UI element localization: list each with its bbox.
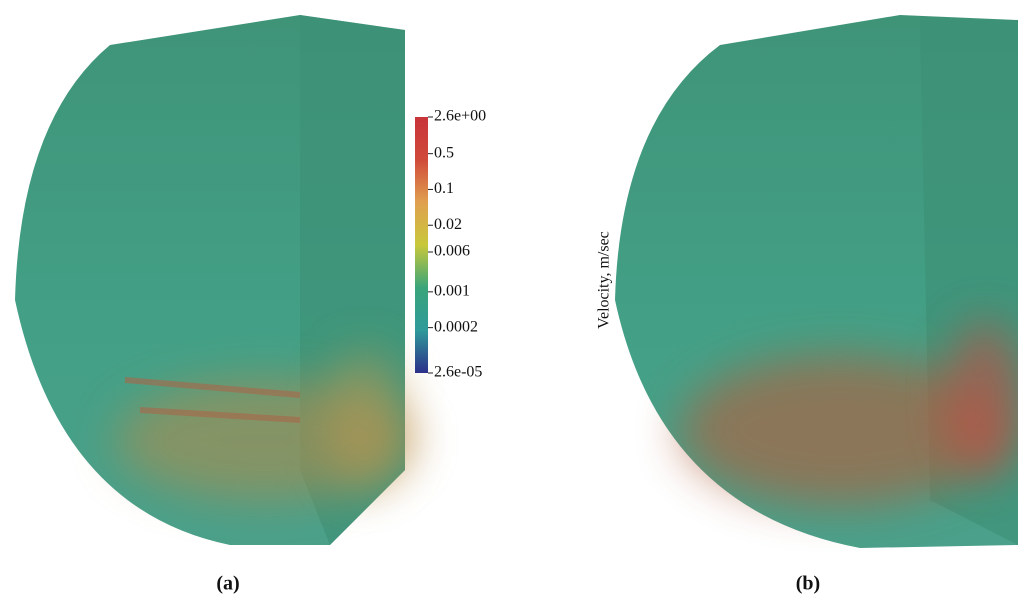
tick-label: 0.5 (434, 144, 454, 161)
tick-label: 0.02 (434, 216, 462, 233)
tick-label: 2.6e+00 (434, 108, 486, 125)
panel-b-render (615, 15, 1018, 548)
tick-label: 0.006 (434, 243, 470, 260)
tick-label: 2.6e-05 (434, 364, 482, 381)
panel-a-render (15, 15, 415, 545)
tick-label: 0.001 (434, 283, 470, 300)
tick-label: 0.1 (434, 180, 454, 197)
figure: Velocity, m/sec (a) (b) 2.6e+00 0.5 0.1 0.0… (0, 0, 1018, 607)
panel-label: (a) (216, 573, 239, 595)
tick-label: 0.0002 (434, 318, 478, 335)
colorbar-label: Velocity, m/sec (596, 231, 613, 329)
colorbar (415, 117, 428, 373)
panel-label: (b) (796, 573, 820, 595)
